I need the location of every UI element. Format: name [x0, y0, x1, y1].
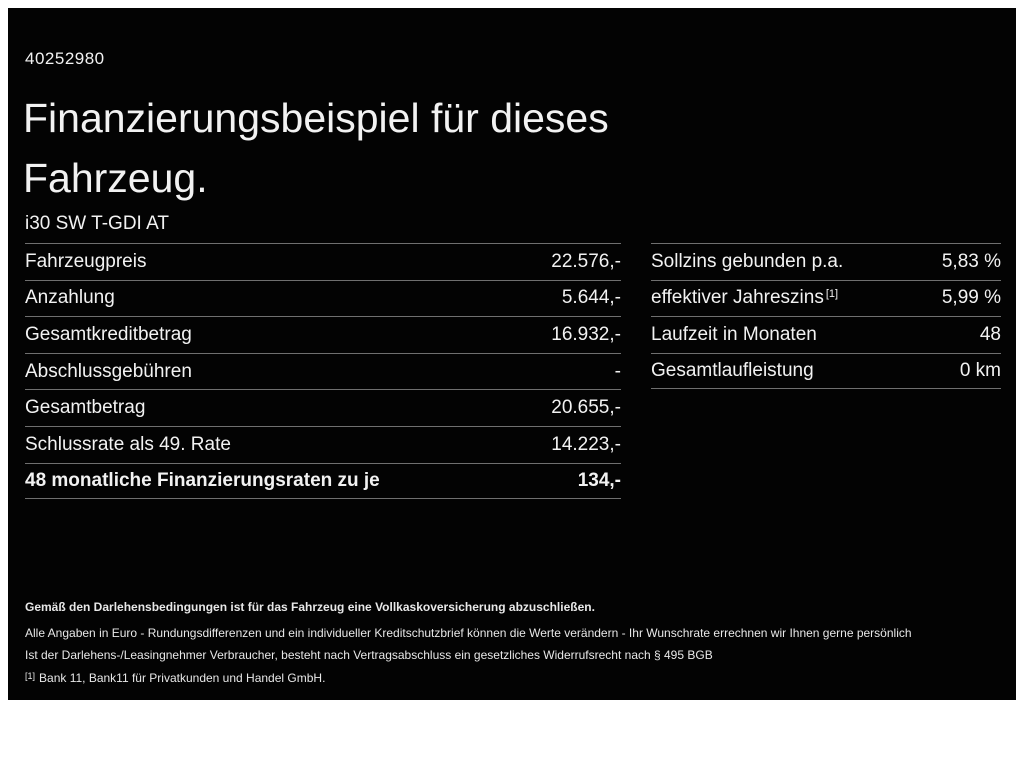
page-title-line-2: Fahrzeug. [23, 155, 208, 201]
financing-example-slide: 40252980 Finanzierungsbeispiel für diese… [8, 8, 1016, 700]
table-row-gesamtbetrag: Gesamtbetrag 20.655,- [25, 389, 621, 426]
table-row-laufzeit: Laufzeit in Monaten 48 [651, 316, 1001, 353]
table-row-gesamtlaufleistung: Gesamtlaufleistung 0 km [651, 352, 1001, 390]
financing-table-right: Sollzins gebunden p.a. 5,83 % effektiver… [651, 243, 1001, 390]
table-row-monatsrate: 48 monatliche Finanzierungsraten zu je 1… [25, 462, 621, 500]
row-label: Gesamtbetrag [25, 397, 146, 419]
vehicle-model: i30 SW T-GDI AT [25, 213, 169, 234]
row-value: 5,83 % [941, 250, 1001, 272]
row-value: 14.223,- [551, 433, 621, 455]
table-row-anzahlung: Anzahlung 5.644,- [25, 279, 621, 317]
footnote-bank-marker: [1] [25, 671, 36, 681]
row-value: 48 [979, 323, 1001, 345]
row-label: effektiver Jahreszins [1] [651, 287, 838, 309]
financing-table-left: Fahrzeugpreis 22.576,- Anzahlung 5.644,-… [25, 243, 621, 500]
row-value: 16.932,- [551, 323, 621, 345]
table-row-schlussrate: Schlussrate als 49. Rate 14.223,- [25, 425, 621, 463]
row-value: 22.576,- [551, 250, 621, 272]
page-title: Finanzierungsbeispiel für dieses Fahrzeu… [23, 88, 609, 208]
row-label: Anzahlung [25, 287, 115, 309]
footnote-disclaimer-2: Ist der Darlehens-/Leasingnehmer Verbrau… [25, 648, 713, 662]
footnote-insurance: Gemäß den Darlehensbedingungen ist für d… [25, 600, 595, 614]
table-row-abschlussgebuehren: Abschlussgebühren - [25, 352, 621, 390]
row-label: Laufzeit in Monaten [651, 323, 817, 345]
row-label: Gesamtkreditbetrag [25, 323, 192, 345]
row-label-text: effektiver Jahreszins [651, 287, 824, 309]
table-row-fahrzeugpreis: Fahrzeugpreis 22.576,- [25, 243, 621, 280]
page-title-line-1: Finanzierungsbeispiel für dieses [23, 95, 609, 141]
row-label: Schlussrate als 49. Rate [25, 433, 231, 455]
footnote-bank-text: Bank 11, Bank11 für Privatkunden und Han… [39, 671, 326, 685]
row-value: 0 km [959, 360, 1001, 382]
table-row-gesamtkreditbetrag: Gesamtkreditbetrag 16.932,- [25, 316, 621, 353]
row-value: 20.655,- [551, 397, 621, 419]
row-value: 5,99 % [941, 287, 1001, 309]
row-label: 48 monatliche Finanzierungsraten zu je [25, 469, 380, 491]
footnote-disclaimer-1: Alle Angaben in Euro - Rundungsdifferenz… [25, 626, 912, 640]
row-label: Fahrzeugpreis [25, 250, 147, 272]
row-label: Abschlussgebühren [25, 360, 192, 382]
footnote-bank: [1] Bank 11, Bank11 für Privatkunden und … [25, 671, 998, 686]
footnotes: Gemäß den Darlehensbedingungen ist für d… [25, 600, 998, 686]
row-value: 5.644,- [561, 287, 621, 309]
row-label: Sollzins gebunden p.a. [651, 250, 844, 272]
table-row-effektiver-jahreszins: effektiver Jahreszins [1] 5,99 % [651, 279, 1001, 317]
footnote-marker: [1] [825, 288, 839, 301]
row-label: Gesamtlaufleistung [651, 360, 814, 382]
table-row-sollzins: Sollzins gebunden p.a. 5,83 % [651, 243, 1001, 280]
vehicle-id: 40252980 [25, 49, 105, 68]
row-value: 134,- [577, 469, 621, 491]
row-value: - [614, 360, 621, 382]
